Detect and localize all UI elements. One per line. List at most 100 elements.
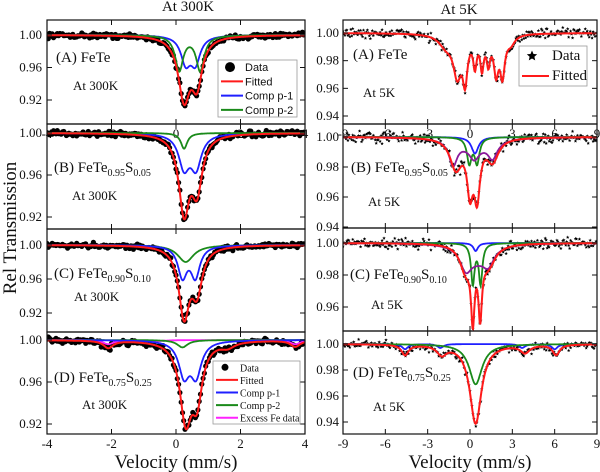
data-point-star xyxy=(422,239,426,243)
data-point-star xyxy=(538,34,543,39)
data-point-star xyxy=(428,139,432,144)
data-point-star xyxy=(437,137,441,141)
data-point-star xyxy=(545,246,549,250)
data-point-star xyxy=(390,28,394,32)
series-line-fitted xyxy=(47,339,305,431)
data-point-star xyxy=(382,236,386,240)
data-point-star xyxy=(544,348,548,352)
x-tick-label: -6 xyxy=(380,126,391,141)
data-point-star xyxy=(411,137,416,142)
data-point-star xyxy=(536,346,541,350)
data-point-star xyxy=(493,355,498,359)
data-point-star xyxy=(365,28,370,32)
label-subscript: 0.05 xyxy=(133,168,151,179)
data-point-star xyxy=(400,239,405,243)
data-point-star xyxy=(543,36,547,40)
data-point-star xyxy=(507,133,511,138)
data-point-star xyxy=(537,245,542,249)
data-point-star xyxy=(592,137,596,141)
plot-area xyxy=(47,334,305,432)
data-point-star xyxy=(522,138,526,142)
data-point-star xyxy=(376,345,380,349)
legend-label: Comp p-2 xyxy=(245,105,293,117)
data-point-star xyxy=(365,131,370,136)
data-point-star xyxy=(441,247,446,251)
data-point-star xyxy=(575,28,580,32)
legend: Data Fitted xyxy=(518,45,588,87)
data-point-star xyxy=(384,338,388,342)
data-point-star xyxy=(483,50,488,54)
data-point-star xyxy=(356,337,361,341)
data-point-star xyxy=(495,352,500,356)
data-point-star xyxy=(527,133,532,137)
data-point-star xyxy=(346,344,350,348)
x-axis-label-right: Velocity (mm/s) xyxy=(409,452,532,472)
data-point-star xyxy=(362,133,367,137)
data-point-star xyxy=(347,343,351,348)
data-point-star xyxy=(423,347,427,351)
data-point-star xyxy=(573,139,578,143)
legend-marker-star xyxy=(526,50,538,61)
data-point-star xyxy=(364,30,369,34)
data-point-star xyxy=(417,34,421,38)
label-subscript: 0.25 xyxy=(134,378,152,389)
data-point-star xyxy=(556,28,560,33)
data-point-star xyxy=(525,134,530,138)
data-point-star xyxy=(356,28,361,32)
data-point-star xyxy=(574,137,579,141)
y-tick-label: 0.96 xyxy=(19,271,42,286)
temperature-label: At 5K xyxy=(371,297,404,312)
data-point-star xyxy=(528,244,533,248)
x-tick-label: 3 xyxy=(509,436,516,451)
data-point-star xyxy=(345,239,349,243)
data-point-star xyxy=(420,138,424,142)
data-point-star xyxy=(566,27,570,31)
legend-label: Data xyxy=(552,48,581,64)
data-point-star xyxy=(421,237,425,241)
data-point-star xyxy=(377,243,381,247)
data-point-star xyxy=(455,81,459,86)
label-subscript: 0.25 xyxy=(433,373,451,384)
data-point-star xyxy=(344,137,348,141)
y-tick-label: 1.00 xyxy=(19,237,42,252)
temperature-label: At 5K xyxy=(373,399,406,414)
x-tick-label: 0 xyxy=(173,436,180,451)
x-tick-label: -3 xyxy=(422,126,433,141)
data-point-star xyxy=(454,167,458,171)
data-point-star xyxy=(370,344,374,348)
data-point-star xyxy=(534,347,539,351)
x-tick-label: -2 xyxy=(106,436,117,451)
data-point-star xyxy=(437,240,441,244)
data-point-star xyxy=(524,29,529,34)
data-point-star xyxy=(368,36,373,41)
data-point-star xyxy=(519,247,523,251)
data-point-star xyxy=(555,238,559,242)
data-point-star xyxy=(351,237,355,241)
data-point-star xyxy=(534,34,539,39)
label-subscript: 0.90 xyxy=(404,275,422,286)
data-point-star xyxy=(505,247,509,251)
data-point-star xyxy=(515,248,519,252)
data-point-star xyxy=(457,359,461,363)
data-point-star xyxy=(592,346,596,350)
data-point-star xyxy=(431,143,435,148)
sample-label: (C) FeTe0.90S0.10 xyxy=(54,266,151,285)
data-point-star xyxy=(366,345,371,349)
legend-label: Fitted xyxy=(240,376,263,387)
data-point-star xyxy=(379,344,383,348)
x-tick-label: 2 xyxy=(237,436,244,451)
data-point-star xyxy=(373,138,377,142)
data-point-star xyxy=(499,253,503,257)
data-point-star xyxy=(524,36,528,40)
data-point-star xyxy=(380,141,384,146)
data-point-star xyxy=(385,240,389,244)
data-point-star xyxy=(533,245,538,250)
data-point-star xyxy=(406,240,411,244)
data-point-star xyxy=(524,239,528,243)
data-point-star xyxy=(586,141,590,145)
data-point-star xyxy=(367,243,372,248)
data-point-star xyxy=(547,245,551,249)
data-point-star xyxy=(523,132,527,136)
legend-label: Comp p-2 xyxy=(240,401,280,412)
